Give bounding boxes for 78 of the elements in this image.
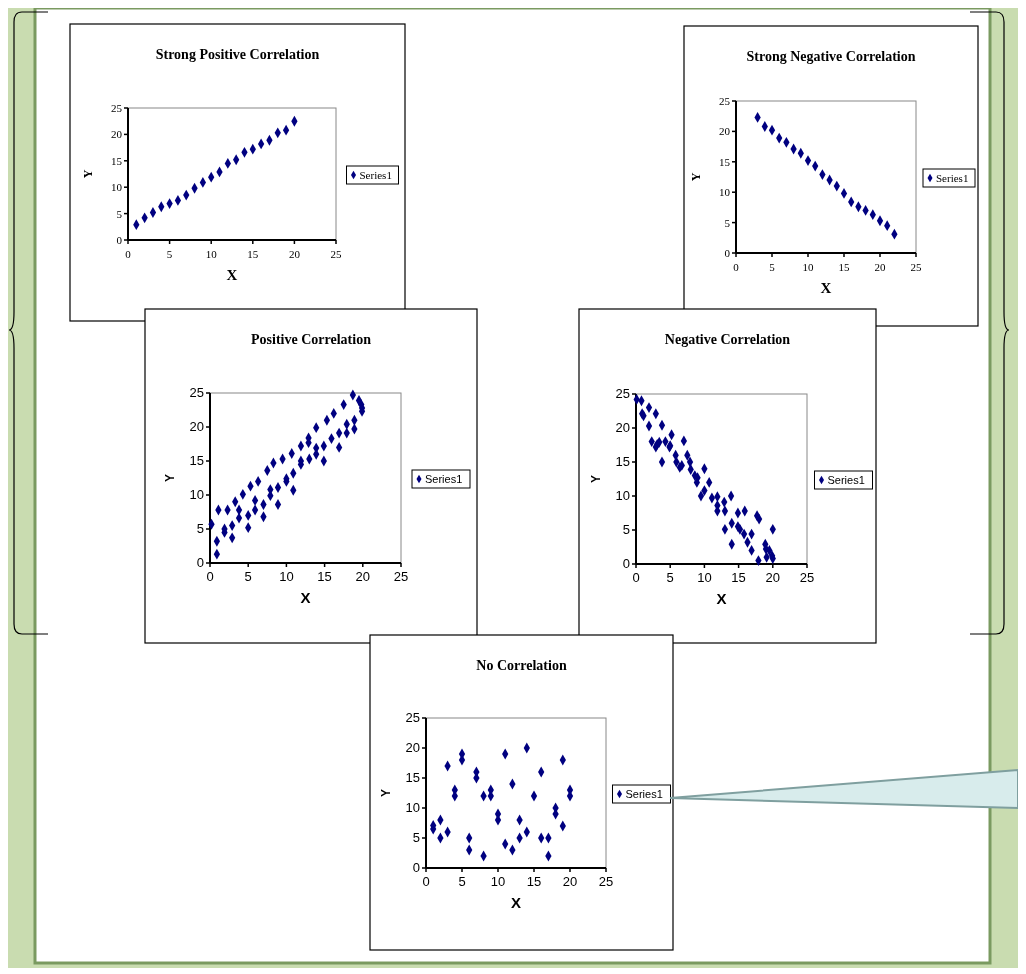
legend-label: Series1 — [936, 172, 969, 184]
legend-label: Series1 — [425, 473, 463, 485]
y-tick-label: 25 — [189, 385, 204, 400]
x-tick-label: 0 — [632, 570, 640, 585]
y-tick-label: 0 — [116, 234, 123, 246]
chart-title: Strong Positive Correlation — [155, 47, 320, 62]
legend-label: Series1 — [359, 169, 392, 181]
x-tick-label: 25 — [393, 569, 409, 584]
x-tick-label: 0 — [125, 248, 132, 260]
y-axis-title: Y — [689, 172, 703, 182]
y-tick-label: 5 — [412, 830, 420, 845]
y-tick-label: 10 — [189, 487, 204, 502]
x-tick-label: 20 — [562, 874, 578, 889]
y-axis-title: Y — [379, 788, 393, 798]
y-tick-label: 10 — [405, 800, 420, 815]
x-tick-label: 15 — [247, 248, 259, 260]
x-tick-label: 25 — [910, 261, 922, 273]
x-tick-label: 10 — [697, 570, 712, 585]
x-tick-label: 20 — [874, 261, 886, 273]
y-tick-label: 0 — [412, 860, 420, 875]
y-tick-label: 15 — [111, 154, 123, 167]
x-tick-label: 20 — [355, 569, 371, 584]
legend-label: Series1 — [625, 788, 663, 800]
x-tick-label: 25 — [799, 570, 815, 585]
x-tick-label: 10 — [802, 261, 814, 273]
x-tick-label: 0 — [422, 874, 430, 889]
y-axis-title: Y — [163, 473, 177, 483]
y-tick-label: 20 — [111, 128, 123, 141]
x-tick-label: 0 — [733, 261, 740, 273]
x-axis-title: X — [716, 590, 727, 607]
x-axis-title: X — [510, 894, 522, 911]
x-tick-label: 15 — [317, 569, 332, 584]
x-tick-label: 20 — [765, 570, 781, 585]
y-tick-label: 10 — [719, 186, 731, 199]
y-tick-label: 25 — [111, 102, 123, 114]
x-tick-label: 20 — [288, 248, 301, 260]
x-tick-label: 10 — [279, 569, 294, 584]
x-tick-label: 10 — [490, 874, 506, 889]
y-tick-label: 10 — [615, 488, 630, 503]
y-tick-label: 15 — [719, 155, 731, 168]
y-tick-label: 5 — [116, 207, 123, 220]
chart-title: Positive Correlation — [251, 332, 372, 347]
x-tick-label: 0 — [206, 569, 214, 584]
y-tick-label: 10 — [111, 181, 123, 194]
x-tick-label: 15 — [838, 261, 850, 273]
y-tick-label: 20 — [615, 420, 630, 435]
y-tick-label: 15 — [405, 770, 420, 785]
x-tick-label: 15 — [526, 874, 542, 889]
y-tick-label: 25 — [615, 386, 630, 401]
y-tick-label: 15 — [615, 454, 630, 469]
chart-title: No Correlation — [476, 658, 567, 673]
x-tick-label: 5 — [458, 874, 466, 889]
y-tick-label: 5 — [724, 216, 731, 229]
y-axis-title: Y — [81, 169, 95, 179]
x-tick-label: 25 — [330, 248, 342, 260]
x-axis-title: X — [820, 280, 832, 296]
y-tick-label: 20 — [719, 125, 731, 138]
y-tick-label: 20 — [189, 419, 204, 434]
y-tick-label: 20 — [405, 740, 420, 755]
x-tick-label: 5 — [244, 569, 252, 584]
x-axis-title: X — [300, 589, 311, 606]
y-axis-title: Y — [589, 474, 603, 484]
y-tick-label: 25 — [719, 95, 731, 107]
x-tick-label: 25 — [598, 874, 614, 889]
y-tick-label: 15 — [189, 453, 204, 468]
y-tick-label: 5 — [196, 521, 204, 536]
chart-title: Strong Negative Correlation — [746, 49, 916, 64]
x-tick-label: 5 — [666, 570, 674, 585]
x-tick-label: 5 — [769, 261, 776, 273]
legend-label: Series1 — [827, 474, 865, 486]
y-tick-label: 0 — [622, 556, 630, 571]
y-tick-label: 25 — [405, 710, 420, 725]
y-tick-label: 0 — [196, 555, 204, 570]
x-tick-label: 5 — [166, 248, 173, 260]
chart-title: Negative Correlation — [664, 332, 791, 347]
x-axis-title: X — [226, 267, 238, 283]
x-tick-label: 10 — [205, 248, 218, 260]
y-tick-label: 5 — [622, 522, 630, 537]
